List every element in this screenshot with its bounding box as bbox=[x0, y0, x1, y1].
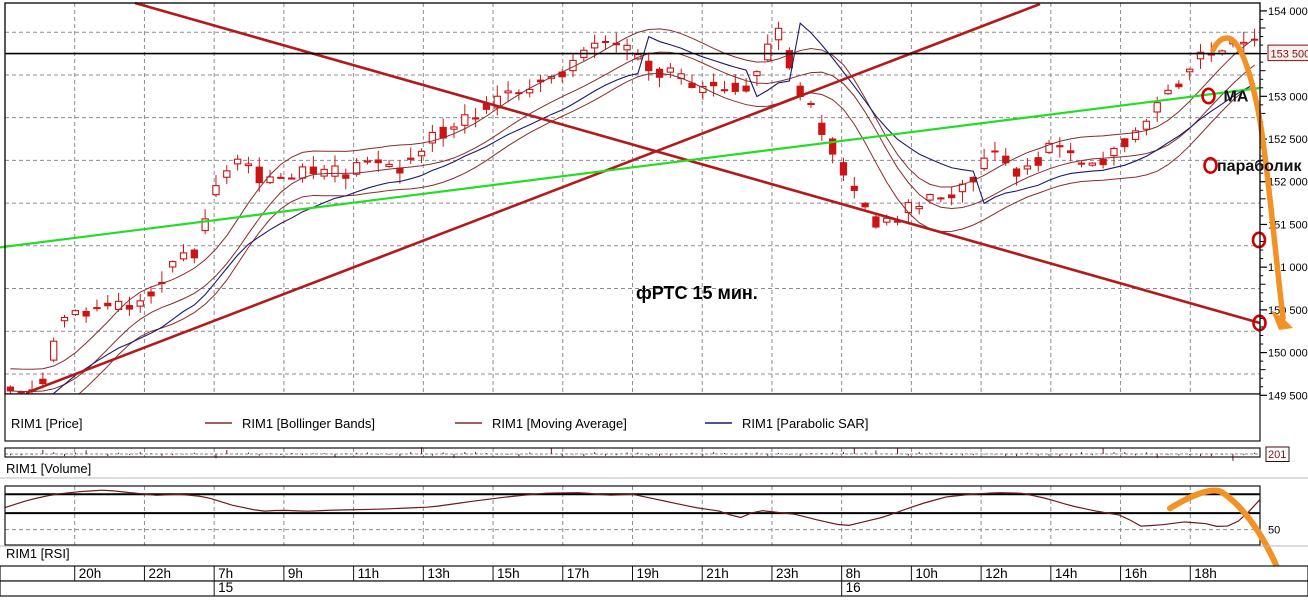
svg-text:10h: 10h bbox=[915, 566, 938, 581]
svg-text:13h: 13h bbox=[427, 566, 450, 581]
svg-text:фРТС 15 мин.: фРТС 15 мин. bbox=[636, 283, 758, 303]
svg-text:MA: MA bbox=[1224, 89, 1249, 106]
svg-text:17h: 17h bbox=[567, 566, 590, 581]
svg-text:152 500: 152 500 bbox=[1268, 134, 1308, 146]
svg-text:15h: 15h bbox=[497, 566, 520, 581]
svg-text:RIM1 [Parabolic SAR]: RIM1 [Parabolic SAR] bbox=[742, 416, 868, 431]
svg-text:14h: 14h bbox=[1055, 566, 1078, 581]
svg-text:19h: 19h bbox=[637, 566, 660, 581]
svg-text:21h: 21h bbox=[706, 566, 729, 581]
svg-text:12h: 12h bbox=[985, 566, 1008, 581]
svg-text:20h: 20h bbox=[79, 566, 102, 581]
svg-text:16: 16 bbox=[846, 580, 861, 595]
svg-text:151 000: 151 000 bbox=[1268, 262, 1308, 274]
svg-text:RIM1 [Bollinger Bands]: RIM1 [Bollinger Bands] bbox=[242, 416, 375, 431]
svg-text:15: 15 bbox=[218, 580, 233, 595]
svg-text:RIM1 [RSI]: RIM1 [RSI] bbox=[6, 546, 70, 561]
svg-text:RIM1 [Moving Average]: RIM1 [Moving Average] bbox=[492, 416, 627, 431]
svg-text:11h: 11h bbox=[358, 566, 380, 581]
svg-text:149 500: 149 500 bbox=[1268, 390, 1308, 402]
svg-text:7h: 7h bbox=[218, 566, 233, 581]
svg-text:153 500: 153 500 bbox=[1271, 48, 1308, 60]
svg-text:23h: 23h bbox=[776, 566, 799, 581]
svg-text:152 000: 152 000 bbox=[1268, 177, 1308, 189]
svg-text:RIM1 [Volume]: RIM1 [Volume] bbox=[6, 461, 91, 476]
svg-text:16h: 16h bbox=[1125, 566, 1148, 581]
svg-text:150 000: 150 000 bbox=[1268, 348, 1308, 360]
svg-text:RIM1 [Price]: RIM1 [Price] bbox=[11, 416, 83, 431]
svg-text:22h: 22h bbox=[148, 566, 171, 581]
svg-text:154 000: 154 000 bbox=[1268, 6, 1308, 18]
svg-text:50: 50 bbox=[1268, 525, 1280, 537]
svg-text:153 000: 153 000 bbox=[1268, 91, 1308, 103]
svg-text:18h: 18h bbox=[1194, 566, 1217, 581]
svg-text:8h: 8h bbox=[846, 566, 861, 581]
svg-text:201: 201 bbox=[1268, 449, 1286, 461]
svg-text:9h: 9h bbox=[288, 566, 303, 581]
